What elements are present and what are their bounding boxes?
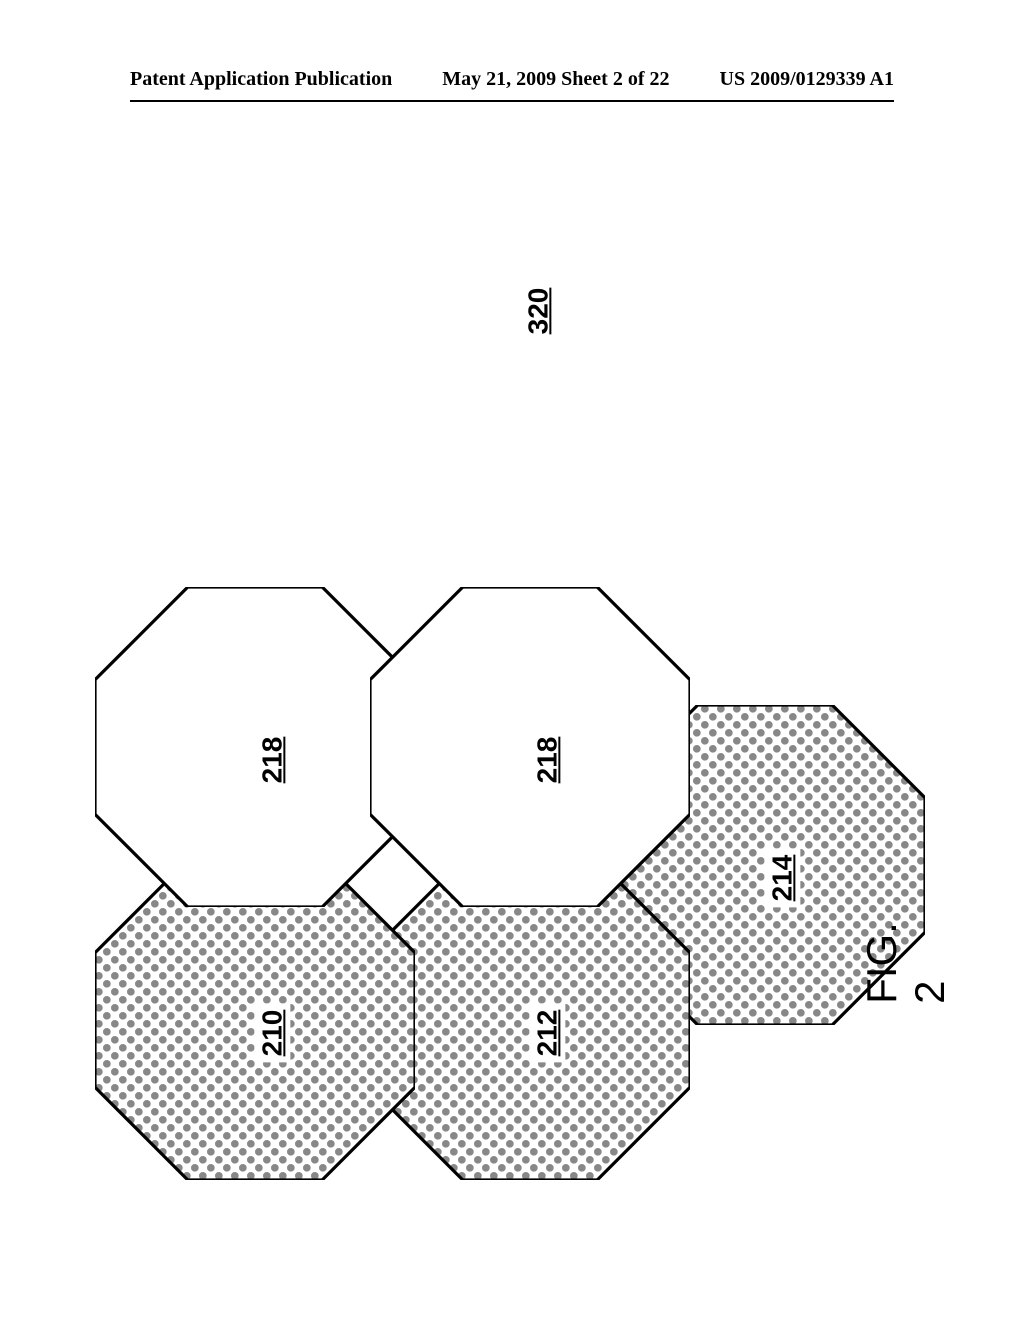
figure-caption: FIG. 2 — [858, 922, 954, 1004]
cell-210: 210 — [95, 860, 415, 1180]
ext-label-320: 320 — [522, 288, 554, 335]
header-center: May 21, 2009 Sheet 2 of 22 — [442, 68, 669, 91]
header-right: US 2009/0129339 A1 — [720, 68, 894, 91]
cell-label-214: 214 — [764, 849, 800, 908]
cell-label-218a: 218 — [254, 731, 290, 790]
header-left: Patent Application Publication — [130, 68, 392, 91]
cell-label-212: 212 — [529, 1004, 565, 1063]
cell-218a: 218 — [95, 587, 415, 907]
cell-218b: 218 — [370, 587, 690, 907]
cell-label-218b: 218 — [529, 731, 565, 790]
header-rule — [130, 100, 894, 102]
cell-212: 212 — [370, 860, 690, 1180]
page-header: Patent Application Publication May 21, 2… — [0, 68, 1024, 91]
cell-label-210: 210 — [254, 1004, 290, 1063]
figure-diagram: 214 212 210 218 218 320 FIG. 2 — [95, 175, 925, 1200]
